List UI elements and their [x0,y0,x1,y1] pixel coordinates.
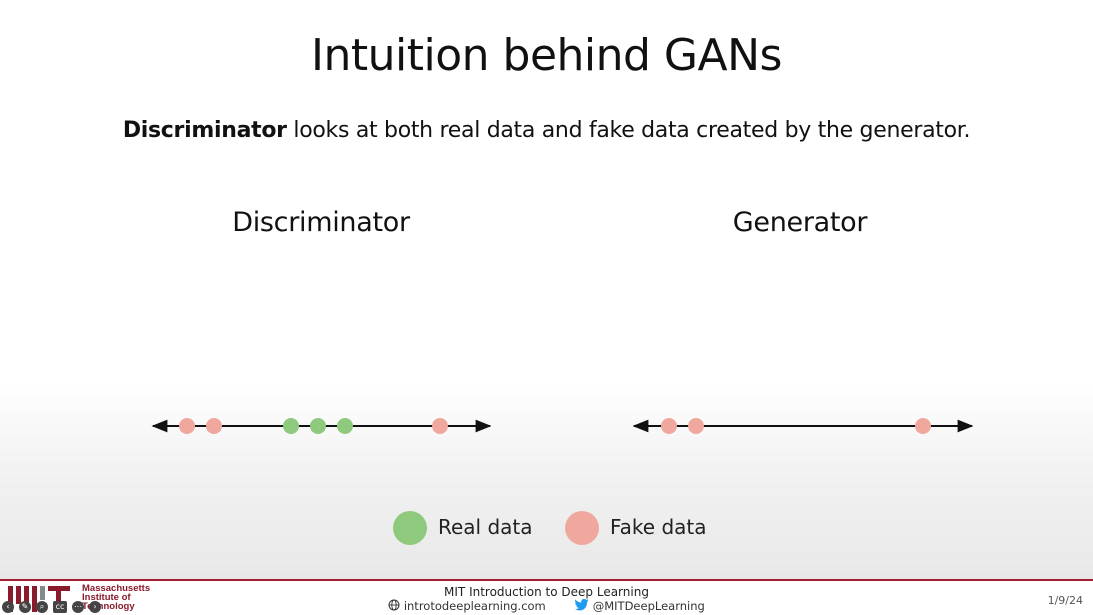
generator-number-line [632,418,974,434]
legend-fake-swatch [565,511,599,545]
slide-controls: ‹ ✎ ⌕ cc ⋯ › [2,601,101,615]
menu-icon[interactable]: ⋯ [72,601,84,613]
generator-fake-point [688,418,704,434]
slide-footer: Massachusetts Institute of Technology ‹ … [0,579,1093,615]
discriminator-real-point [283,418,299,434]
edit-icon[interactable]: ✎ [19,601,31,613]
legend-fake-label: Fake data [610,515,707,539]
discriminator-real-point [310,418,326,434]
discriminator-fake-point [179,418,195,434]
discriminator-fake-point [432,418,448,434]
zoom-icon[interactable]: ⌕ [36,601,48,613]
forward-icon[interactable]: › [89,601,101,613]
twitter-icon [575,598,589,614]
slide-subtitle: Discriminator looks at both real data an… [0,118,1093,143]
subtitle-rest: looks at both real data and fake data cr… [286,118,971,143]
legend-real-swatch [393,511,427,545]
globe-icon [388,599,400,614]
discriminator-title: Discriminator [232,207,410,238]
legend-real-label: Real data [438,515,533,539]
generator-fake-point [661,418,677,434]
slide-date: 1/9/24 [1047,594,1083,607]
discriminator-real-point [337,418,353,434]
generator-fake-point [915,418,931,434]
generator-title: Generator [732,207,868,238]
subtitle-bold: Discriminator [122,118,287,143]
footer-links: introtodeeplearning.com @MITDeepLearning [0,598,1093,614]
gan-diagram [151,418,974,545]
slide-title: Intuition behind GANs [311,30,782,81]
back-icon[interactable]: ‹ [2,601,14,613]
captions-icon[interactable]: cc [53,601,67,613]
website-link[interactable]: introtodeeplearning.com [403,599,546,613]
discriminator-fake-point [206,418,222,434]
mit-logo [8,584,74,614]
institution-name: Massachusetts Institute of Technology [82,583,151,612]
discriminator-number-line [151,418,492,434]
course-name: MIT Introduction to Deep Learning [444,585,649,599]
twitter-handle[interactable]: @MITDeepLearning [592,599,705,613]
